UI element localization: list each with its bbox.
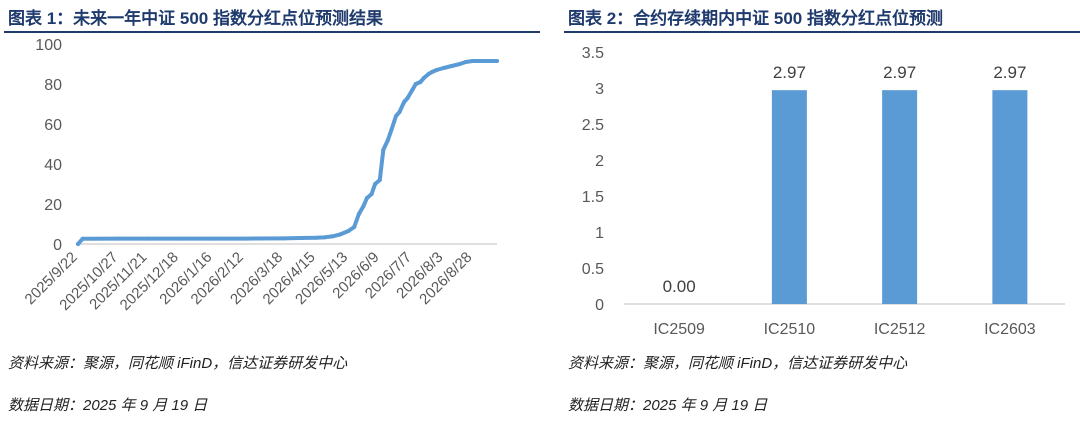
date-note: 数据日期：2025 年 9 月 19 日	[8, 397, 208, 414]
data-point	[426, 72, 431, 76]
x-tick-label: IC2509	[653, 321, 705, 338]
data-point	[145, 236, 150, 241]
data-label: 0.00	[663, 277, 696, 296]
data-point	[377, 178, 382, 182]
data-point	[394, 114, 399, 118]
data-point	[449, 64, 454, 68]
data-point	[418, 80, 423, 84]
data-point	[373, 182, 378, 186]
source-note: 资料来源：聚源，同花顺 iFinD，信达证券研发中心	[568, 355, 908, 372]
bar-chart: 0 0.5 1 1.5 2 2.5 3 3.5 0.00 IC2509 2.97 IC2510 2.97…	[582, 45, 1065, 338]
x-tick-label: IC2512	[874, 321, 926, 338]
x-tick-label: IC2510	[764, 321, 816, 338]
data-point	[421, 76, 426, 80]
data-point	[361, 204, 366, 208]
data-point	[457, 62, 462, 66]
data-point	[402, 100, 407, 104]
y-tick-label: 20	[44, 197, 62, 214]
line-chart: 0204060801002025/9/222025/10/272025/11/2…	[22, 37, 499, 314]
data-point	[486, 59, 491, 63]
data-point	[441, 66, 446, 70]
data-point	[80, 236, 85, 241]
y-tick-label: 3	[595, 81, 604, 98]
data-point	[410, 88, 415, 92]
data-point	[369, 192, 374, 196]
bar	[771, 90, 807, 304]
data-point	[405, 96, 410, 100]
data-point	[470, 59, 475, 63]
bar	[882, 90, 918, 304]
data-point	[495, 59, 499, 63]
data-point	[381, 148, 386, 152]
y-tick-label: 60	[44, 117, 62, 134]
data-point	[413, 82, 418, 86]
data-point	[434, 68, 439, 72]
y-tick-label: 40	[44, 157, 62, 174]
y-tick-label: 1	[595, 225, 604, 242]
y-tick-label: 80	[44, 77, 62, 94]
chart-title: 图表 1：未来一年中证 500 指数分红点位预测结果	[8, 9, 383, 28]
data-point	[241, 236, 246, 241]
data-point	[322, 235, 327, 240]
data-point	[463, 60, 468, 64]
data-point	[116, 236, 121, 241]
data-label: 2.97	[993, 63, 1026, 82]
chart-title: 图表 2：合约存续期内中证 500 指数分红点位预测	[568, 9, 943, 28]
y-tick-label: 0	[53, 237, 62, 254]
y-tick-label: 0	[595, 297, 604, 314]
data-point	[365, 196, 370, 200]
date-note: 数据日期：2025 年 9 月 19 日	[568, 397, 768, 414]
data-point	[210, 236, 215, 241]
data-point	[397, 110, 402, 114]
right-chart-panel: 图表 2：合约存续期内中证 500 指数分红点位预测 0 0.5 1 1.5 2 2.5 3…	[560, 0, 1080, 422]
data-point	[356, 212, 361, 216]
y-tick-label: 3.5	[582, 45, 604, 62]
data-point	[176, 236, 181, 241]
left-chart-panel: 图表 1：未来一年中证 500 指数分红点位预测结果 0 20 40 60 80 100 2…	[4, 9, 540, 414]
data-point	[346, 229, 351, 233]
bar	[992, 90, 1028, 304]
data-point	[297, 236, 302, 240]
title-rule	[564, 31, 1080, 33]
data-point	[389, 128, 394, 132]
data-point	[330, 234, 335, 239]
y-tick-label: 0.5	[582, 261, 604, 278]
y-tick-label: 2.5	[582, 117, 604, 134]
data-point	[478, 59, 483, 63]
title-rule	[4, 31, 540, 33]
series-line	[76, 59, 499, 246]
data-point	[338, 232, 343, 237]
y-tick-label: 2	[595, 153, 604, 170]
x-tick-label: IC2603	[984, 321, 1036, 338]
data-point	[430, 70, 435, 74]
data-point	[76, 242, 80, 246]
data-point	[281, 236, 286, 241]
source-note: 资料来源：聚源，同花顺 iFinD，信达证券研发中心	[8, 355, 348, 372]
data-label: 2.97	[773, 63, 806, 82]
data-point	[352, 225, 357, 229]
y-tick-label: 100	[35, 37, 62, 54]
data-label: 2.97	[883, 63, 916, 82]
data-point	[385, 138, 390, 142]
y-tick-label: 1.5	[582, 189, 604, 206]
data-point	[313, 235, 318, 240]
